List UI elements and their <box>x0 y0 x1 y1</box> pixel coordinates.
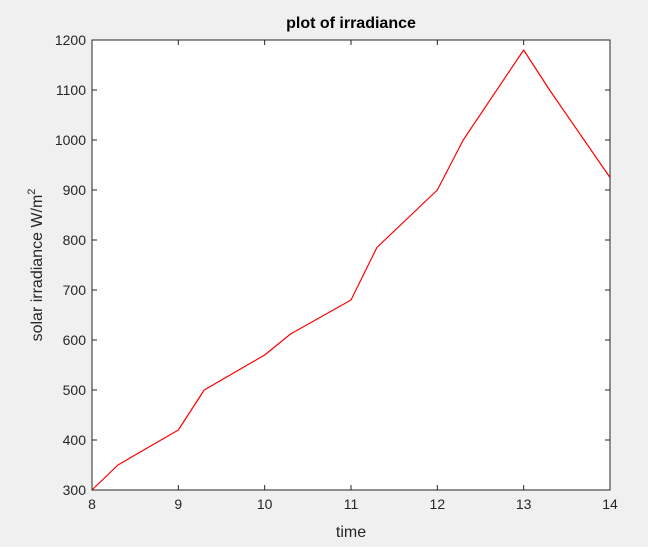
x-tick-label: 8 <box>88 496 96 512</box>
series-line <box>91 49 611 491</box>
series-layer <box>91 49 611 491</box>
y-tick-label: 400 <box>63 432 87 448</box>
x-tick-label: 12 <box>430 496 446 512</box>
axes-box <box>91 39 611 491</box>
x-tick-label: 13 <box>516 496 532 512</box>
y-tick-label: 700 <box>63 282 87 298</box>
x-axis-label: time <box>336 524 366 541</box>
y-axis-label-superscript: 2 <box>26 189 38 195</box>
y-tick-label: 600 <box>63 332 87 348</box>
y-tick-label: 500 <box>63 382 87 398</box>
tick-labels: 8 9 10 11 12 13 14 300 400 500 600 700 800 900 1000 110… <box>55 32 618 512</box>
x-tick-label: 9 <box>174 496 182 512</box>
plot-area <box>92 40 610 490</box>
y-tick-label: 800 <box>63 232 87 248</box>
y-tick-label: 300 <box>63 482 87 498</box>
x-tick-label: 10 <box>257 496 273 512</box>
chart-title: plot of irradiance <box>286 15 416 32</box>
y-tick-label: 1200 <box>55 32 86 48</box>
x-tick-label: 11 <box>344 496 359 512</box>
x-tick-label: 14 <box>602 496 618 512</box>
y-tick-label: 900 <box>63 182 87 198</box>
y-axis-label: solar irradiance W/m2 <box>26 189 46 342</box>
y-tick-label: 1100 <box>56 82 86 98</box>
y-axis-label-text: solar irradiance W/m <box>29 195 46 342</box>
y-tick-label: 1000 <box>55 132 86 148</box>
